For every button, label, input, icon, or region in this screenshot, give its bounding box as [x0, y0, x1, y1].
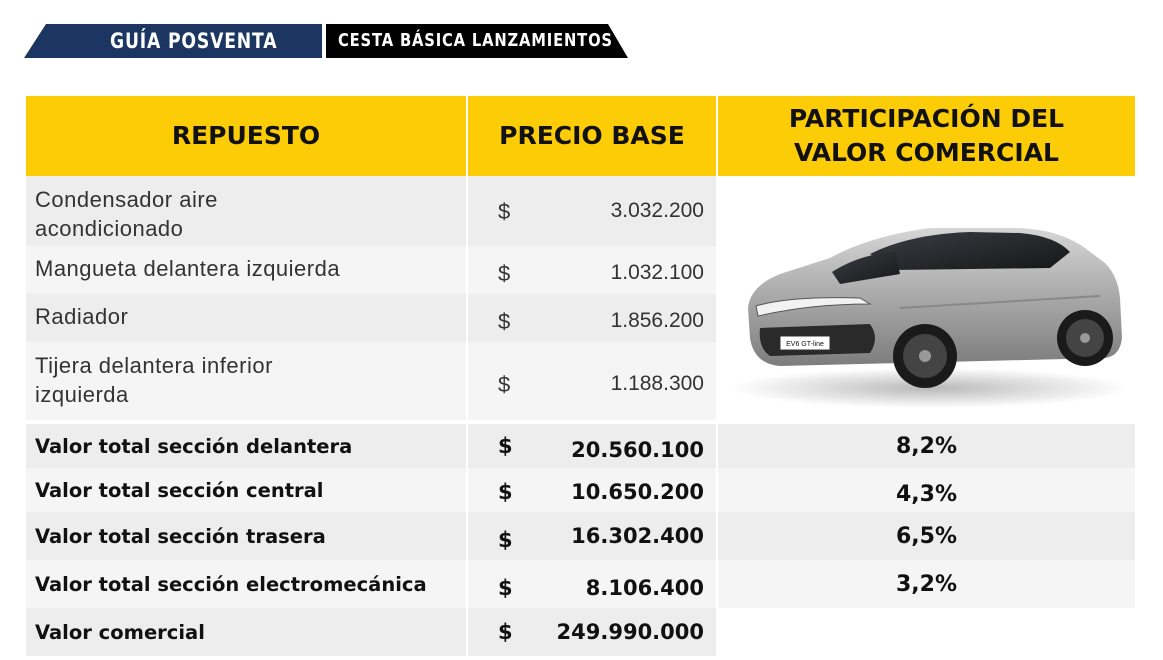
table-row: [26, 468, 1135, 512]
part-name: Radiador: [35, 304, 129, 329]
part-price: 1.032.100: [610, 261, 704, 284]
car-photo: EV6 GT-line: [720, 188, 1135, 418]
total-price: 8.106.400: [585, 576, 704, 600]
total-name: Valor total sección electromecánica: [35, 572, 427, 596]
total-price: 10.650.200: [571, 480, 704, 504]
currency-symbol: $: [498, 434, 513, 458]
total-name: Valor total sección delantera: [35, 434, 353, 458]
guia-posventa-label: GUÍA POSVENTA: [110, 29, 278, 53]
column-divider: [716, 96, 718, 608]
currency-symbol: $: [498, 261, 511, 286]
total-share: 3,2%: [895, 571, 957, 597]
car-plate-text: EV6 GT-line: [786, 341, 824, 348]
total-price: 16.302.400: [571, 524, 704, 548]
column-header-label: REPUESTO: [171, 121, 321, 150]
commercial-value-price: 249.990.000: [556, 620, 704, 644]
column-header-precio-base: PRECIO BASE: [468, 96, 716, 176]
part-price: 1.856.200: [610, 309, 704, 332]
column-header-label: PARTICIPACIÓN DEL VALOR COMERCIAL: [788, 104, 1065, 167]
total-share: 4,3%: [895, 481, 957, 507]
table-row: [26, 512, 1135, 560]
total-share: 8,2%: [895, 433, 957, 459]
column-header-label: PRECIO BASE: [499, 121, 685, 150]
currency-symbol: $: [498, 620, 513, 644]
part-name: Tijera delantera inferior izquierda: [35, 353, 273, 407]
column-header-repuesto: REPUESTO: [26, 96, 466, 176]
cesta-basica-label: CESTA BÁSICA LANZAMIENTOS: [338, 30, 613, 51]
part-price: 1.188.300: [610, 372, 704, 395]
total-share: 6,5%: [895, 523, 957, 549]
currency-symbol: $: [498, 372, 511, 397]
table-row: [26, 246, 716, 294]
currency-symbol: $: [498, 576, 513, 600]
guia-posventa-tab: GUÍA POSVENTA: [24, 24, 322, 58]
table-row: [26, 176, 716, 246]
commercial-value-name: Valor comercial: [35, 620, 205, 644]
table-row: [26, 342, 716, 420]
total-name: Valor total sección trasera: [35, 524, 326, 548]
currency-symbol: $: [498, 528, 513, 552]
part-name: Condensador aire acondicionado: [35, 187, 218, 241]
currency-symbol: $: [498, 480, 513, 504]
table-row: [26, 294, 716, 342]
tab-shape: [326, 24, 628, 58]
part-price: 3.032.200: [610, 199, 704, 222]
table-row: [26, 608, 716, 656]
cesta-basica-tab: CESTA BÁSICA LANZAMIENTOS: [326, 24, 628, 58]
part-name: Mangueta delantera izquierda: [35, 256, 341, 281]
column-divider: [466, 96, 468, 656]
table-row: [26, 424, 1135, 468]
table-row: [26, 560, 1135, 608]
currency-symbol: $: [498, 199, 511, 224]
currency-symbol: $: [498, 309, 511, 334]
total-price: 20.560.100: [571, 438, 704, 462]
tab-shape: [24, 24, 322, 58]
column-header-participacion: PARTICIPACIÓN DEL VALOR COMERCIAL: [718, 96, 1135, 176]
total-name: Valor total sección central: [35, 478, 324, 502]
